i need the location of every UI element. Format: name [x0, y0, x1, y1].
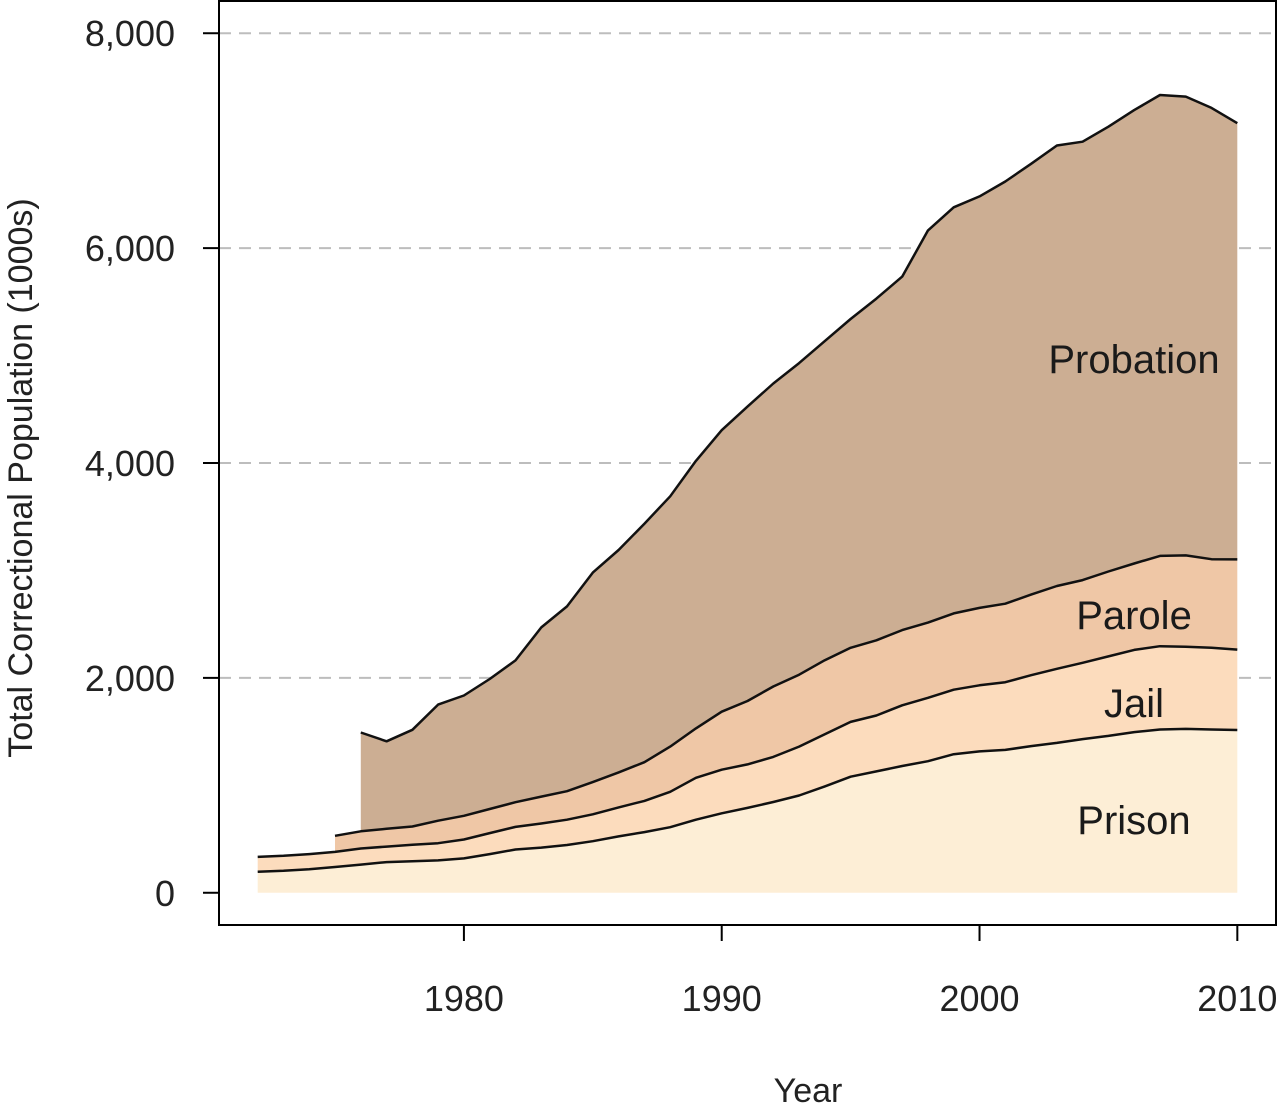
x-tick-label-2000: 2000: [939, 978, 1019, 1019]
x-tick-label-1990: 1990: [682, 978, 762, 1019]
area-probation: [360, 95, 1238, 832]
x-axis-title: Year: [774, 1072, 843, 1107]
series-label-parole: Parole: [1076, 594, 1192, 638]
x-axis: 1980 1990 2000 2010: [424, 925, 1277, 1019]
x-tick-label-2010: 2010: [1197, 978, 1277, 1019]
line-jail: [257, 644, 1238, 859]
series-label-jail: Jail: [1104, 682, 1164, 726]
area-jail: [257, 646, 1238, 872]
line-probation: [360, 93, 1238, 743]
stacked-areas: [257, 95, 1238, 893]
y-tick-label-0: 0: [155, 873, 175, 914]
x-tick-label-1980: 1980: [424, 978, 504, 1019]
line-prison: [257, 727, 1238, 873]
line-parole: [334, 554, 1238, 838]
y-axis: 0 2,000 4,000 6,000 8,000: [85, 13, 219, 914]
series-boundaries: [257, 93, 1238, 873]
y-axis-title: Total Correctional Population (1000s): [2, 198, 40, 757]
y-tick-label-2000: 2,000: [85, 658, 175, 699]
y-tick-label-8000: 8,000: [85, 13, 175, 54]
series-label-prison: Prison: [1077, 799, 1190, 843]
y-tick-label-6000: 6,000: [85, 228, 175, 269]
area-parole: [335, 555, 1238, 852]
y-tick-label-4000: 4,000: [85, 443, 175, 484]
series-label-probation: Probation: [1048, 338, 1219, 382]
